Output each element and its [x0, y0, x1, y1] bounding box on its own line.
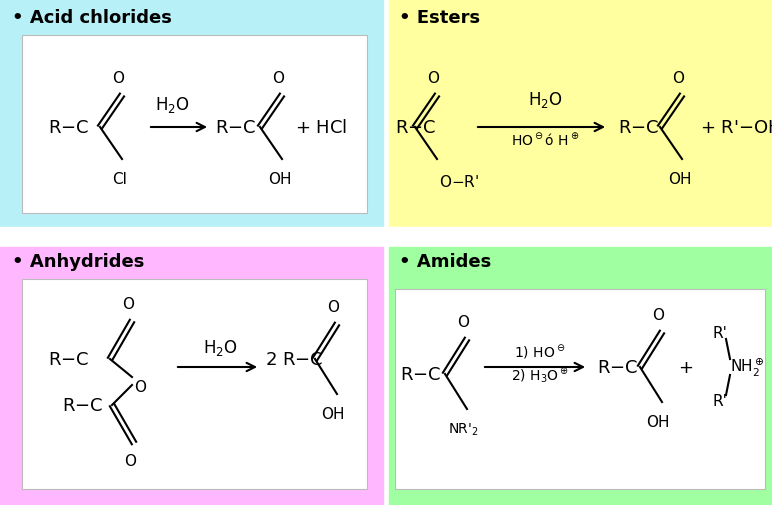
- Bar: [0, 247, 383, 505]
- Text: O: O: [112, 71, 124, 86]
- Text: 2) H$_3$O$^\oplus$: 2) H$_3$O$^\oplus$: [511, 366, 569, 385]
- Bar: [22, 36, 367, 214]
- Text: O: O: [134, 380, 146, 395]
- Text: O: O: [652, 308, 664, 322]
- Text: O: O: [122, 296, 134, 312]
- Text: R': R': [713, 394, 727, 409]
- Bar: [389, 0, 772, 228]
- Text: OH: OH: [321, 406, 345, 421]
- Text: 1) HO$^\ominus$: 1) HO$^\ominus$: [514, 342, 566, 360]
- Text: R$-$C: R$-$C: [395, 119, 436, 137]
- Text: OH: OH: [268, 172, 292, 187]
- Text: • Amides: • Amides: [399, 252, 491, 271]
- Bar: [395, 289, 765, 489]
- Text: O: O: [457, 315, 469, 329]
- Text: HO$^\ominus$ó H$^\oplus$: HO$^\ominus$ó H$^\oplus$: [511, 131, 579, 148]
- Text: • Acid chlorides: • Acid chlorides: [12, 9, 172, 27]
- Text: $+$ HCl: $+$ HCl: [295, 119, 347, 137]
- Text: R$-$C: R$-$C: [597, 358, 638, 376]
- Text: 2 R$-$C: 2 R$-$C: [265, 350, 323, 368]
- Text: • Anhydrides: • Anhydrides: [12, 252, 144, 271]
- Text: R': R': [713, 326, 727, 341]
- Text: $+$: $+$: [678, 358, 693, 376]
- Bar: [0, 0, 383, 228]
- Bar: [22, 279, 367, 489]
- Text: Cl: Cl: [113, 172, 127, 187]
- Text: R$-$C: R$-$C: [618, 119, 659, 137]
- Text: O: O: [327, 299, 339, 315]
- Bar: [389, 247, 772, 505]
- Text: R$-$C: R$-$C: [62, 396, 103, 414]
- Text: R$-$C: R$-$C: [48, 350, 89, 368]
- Text: H$_2$O: H$_2$O: [527, 90, 562, 110]
- Text: R$-$C: R$-$C: [48, 119, 89, 137]
- Text: O: O: [427, 71, 439, 86]
- Text: H$_2$O: H$_2$O: [202, 337, 237, 358]
- Text: O$-$R': O$-$R': [439, 174, 479, 189]
- Text: H$_2$O: H$_2$O: [154, 95, 189, 115]
- Text: O: O: [672, 71, 684, 86]
- Text: O: O: [124, 453, 136, 468]
- Text: NR'$_2$: NR'$_2$: [448, 421, 479, 437]
- Bar: [0, 228, 772, 247]
- Text: OH: OH: [646, 414, 670, 429]
- Text: R$-$C: R$-$C: [400, 365, 441, 383]
- Text: $+$ R'$-$OH: $+$ R'$-$OH: [700, 119, 772, 137]
- Text: O: O: [272, 71, 284, 86]
- Text: OH: OH: [669, 172, 692, 187]
- Text: • Esters: • Esters: [399, 9, 480, 27]
- Text: NH$_2^\oplus$: NH$_2^\oplus$: [730, 357, 764, 378]
- Text: R$-$C: R$-$C: [215, 119, 256, 137]
